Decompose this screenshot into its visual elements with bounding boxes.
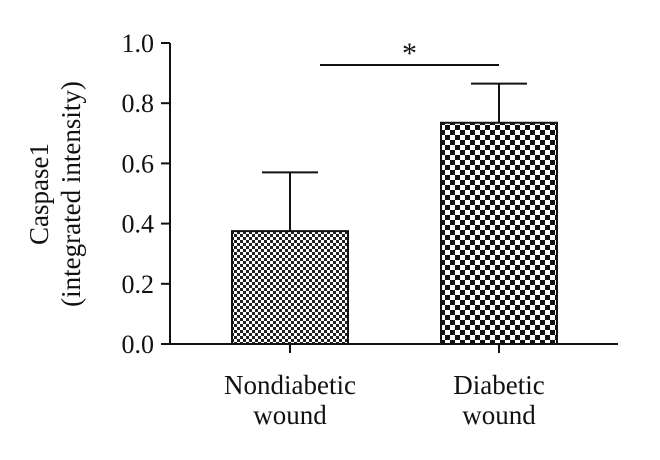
x-tick-label: wound — [462, 400, 536, 430]
axes: 0.00.20.40.60.81.0NondiabeticwoundDiabet… — [122, 29, 618, 430]
x-tick-label: Diabetic — [453, 370, 544, 400]
significance-asterisk: * — [402, 37, 417, 70]
y-tick-label: 0.8 — [122, 89, 155, 118]
bar-2 — [440, 121, 558, 345]
y-axis-title-line-2: (integrated intensity) — [56, 81, 86, 307]
bars — [231, 121, 558, 345]
y-tick-label: 0.4 — [122, 210, 155, 239]
y-tick-label: 1.0 — [122, 29, 155, 58]
y-axis-title: Caspase1 (integrated intensity) — [24, 81, 86, 307]
significance-bracket: * — [320, 37, 499, 70]
bar-1 — [231, 230, 349, 345]
y-tick-label: 0.6 — [122, 149, 155, 178]
y-axis-title-line-1: Caspase1 — [24, 143, 54, 245]
error-bars — [262, 82, 527, 232]
y-tick-label: 0.0 — [122, 330, 155, 359]
x-tick-label: wound — [253, 400, 327, 430]
y-tick-label: 0.2 — [122, 270, 155, 299]
x-tick-label: Nondiabetic — [224, 370, 356, 400]
